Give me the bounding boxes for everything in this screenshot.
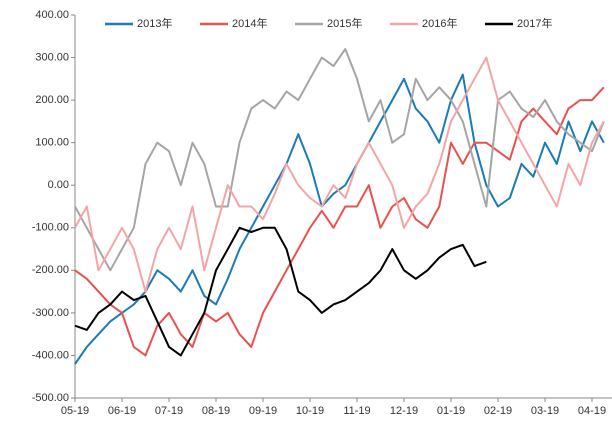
x-tick-label: 03-19 bbox=[531, 405, 559, 417]
x-tick-label: 01-19 bbox=[437, 405, 465, 417]
y-tick-label: 200.00 bbox=[35, 94, 69, 106]
y-tick-label: -100.00 bbox=[32, 222, 69, 234]
series-line bbox=[74, 226, 487, 357]
series-line bbox=[74, 56, 605, 293]
y-tick-label: 300.00 bbox=[35, 51, 69, 63]
y-tick-label: -200.00 bbox=[32, 264, 69, 276]
series-line bbox=[74, 86, 605, 357]
y-tick-label: -400.00 bbox=[32, 349, 69, 361]
x-tick-label: 10-19 bbox=[296, 405, 324, 417]
legend-label: 2017年 bbox=[517, 16, 552, 30]
series-line bbox=[74, 73, 605, 365]
legend-label: 2013年 bbox=[137, 16, 172, 30]
x-tick-label: 12-19 bbox=[390, 405, 418, 417]
x-tick-label: 04-19 bbox=[578, 405, 606, 417]
legend-label: 2016年 bbox=[422, 16, 457, 30]
x-tick-label: 08-19 bbox=[202, 405, 230, 417]
y-tick-label: 400.00 bbox=[35, 9, 69, 21]
x-tick-label: 09-19 bbox=[249, 405, 277, 417]
y-tick-label: -300.00 bbox=[32, 307, 69, 319]
x-tick-label: 06-19 bbox=[108, 405, 136, 417]
x-tick-label: 11-19 bbox=[343, 405, 370, 417]
y-tick-label: 0.00 bbox=[48, 179, 69, 191]
legend-label: 2015年 bbox=[327, 16, 362, 30]
x-tick-label: 05-19 bbox=[61, 405, 89, 417]
series-line bbox=[74, 48, 605, 272]
y-tick-label: 100.00 bbox=[35, 137, 69, 149]
legend-label: 2014年 bbox=[232, 16, 267, 30]
x-tick-label: 07-19 bbox=[155, 405, 183, 417]
x-tick-label: 02-19 bbox=[484, 405, 512, 417]
y-tick-label: -500.00 bbox=[32, 392, 69, 404]
